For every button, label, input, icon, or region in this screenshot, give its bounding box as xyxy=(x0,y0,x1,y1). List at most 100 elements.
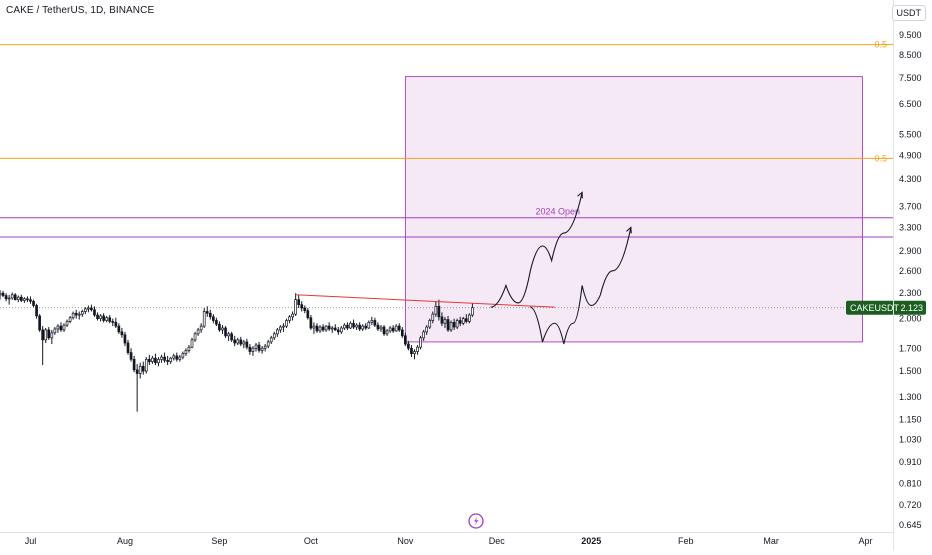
candle-body[interactable] xyxy=(361,325,365,330)
candle-body[interactable] xyxy=(425,326,429,333)
candle-body[interactable] xyxy=(394,325,398,332)
candle-body[interactable] xyxy=(407,343,410,349)
candle-body[interactable] xyxy=(111,321,115,323)
candle-body[interactable] xyxy=(1,292,5,296)
candle-body[interactable] xyxy=(56,325,60,330)
candle-body[interactable] xyxy=(160,356,163,360)
candle-body[interactable] xyxy=(154,357,157,364)
candle-body[interactable] xyxy=(26,298,29,301)
candle-body[interactable] xyxy=(10,294,14,299)
candle-body[interactable] xyxy=(294,299,297,315)
candle-body[interactable] xyxy=(7,297,11,300)
candle-body[interactable] xyxy=(306,310,310,319)
candle-body[interactable] xyxy=(385,330,389,335)
candle-body[interactable] xyxy=(157,358,160,364)
candle-body[interactable] xyxy=(205,311,209,314)
currency-label[interactable]: USDT xyxy=(891,5,926,21)
target-zone-box[interactable] xyxy=(404,76,863,343)
candle-body[interactable] xyxy=(166,360,169,362)
candle-body[interactable] xyxy=(38,315,41,331)
candle-body[interactable] xyxy=(343,324,346,329)
candle-body[interactable] xyxy=(376,324,380,330)
candle-body[interactable] xyxy=(215,320,218,325)
candle-body[interactable] xyxy=(65,321,69,326)
candle-body[interactable] xyxy=(333,327,337,331)
candle-body[interactable] xyxy=(181,353,185,358)
candle-body[interactable] xyxy=(190,339,194,348)
candle-body[interactable] xyxy=(135,369,139,374)
candle-body[interactable] xyxy=(340,327,343,333)
candle-body[interactable] xyxy=(123,334,127,344)
candle-body[interactable] xyxy=(367,321,371,329)
candle-body[interactable] xyxy=(87,307,90,310)
candle-body[interactable] xyxy=(4,295,8,300)
candle-body[interactable] xyxy=(102,315,105,321)
candle-body[interactable] xyxy=(251,347,255,352)
candle-body[interactable] xyxy=(422,331,425,339)
candle-body[interactable] xyxy=(410,347,413,355)
candle-body[interactable] xyxy=(388,327,392,332)
trendline[interactable] xyxy=(295,294,555,308)
candle-body[interactable] xyxy=(175,355,179,360)
candle-body[interactable] xyxy=(303,307,307,311)
candle-body[interactable] xyxy=(184,350,188,355)
candle-body[interactable] xyxy=(263,345,267,349)
candle-body[interactable] xyxy=(96,314,99,319)
candle-body[interactable] xyxy=(355,324,358,328)
candle-body[interactable] xyxy=(29,299,32,302)
projection-path[interactable] xyxy=(490,192,583,308)
candle-body[interactable] xyxy=(443,319,447,324)
candle-body[interactable] xyxy=(373,320,377,326)
candle-body[interactable] xyxy=(239,339,243,345)
candle-body[interactable] xyxy=(285,320,288,327)
candle-body[interactable] xyxy=(221,327,224,331)
candle-body[interactable] xyxy=(151,357,154,362)
candle-body[interactable] xyxy=(236,339,240,344)
candle-body[interactable] xyxy=(248,346,252,352)
candle-body[interactable] xyxy=(23,298,26,301)
candle-body[interactable] xyxy=(309,317,313,329)
candle-body[interactable] xyxy=(16,296,20,300)
candle-body[interactable] xyxy=(224,327,227,337)
candle-body[interactable] xyxy=(47,329,51,339)
candle-body[interactable] xyxy=(352,322,355,328)
projection-path[interactable] xyxy=(530,227,632,345)
candle-body[interactable] xyxy=(437,305,441,318)
candle-body[interactable] xyxy=(346,324,349,329)
candle-body[interactable] xyxy=(382,326,386,335)
candle-body[interactable] xyxy=(196,329,200,335)
candle-body[interactable] xyxy=(449,321,453,331)
candle-body[interactable] xyxy=(132,358,136,371)
candle-body[interactable] xyxy=(245,341,249,348)
candle-body[interactable] xyxy=(321,326,325,331)
candle-body[interactable] xyxy=(400,329,404,337)
candle-body[interactable] xyxy=(254,344,258,349)
candle-body[interactable] xyxy=(230,333,233,341)
candle-body[interactable] xyxy=(446,319,450,331)
candle-body[interactable] xyxy=(172,355,176,359)
candle-body[interactable] xyxy=(312,325,316,329)
candle-body[interactable] xyxy=(90,307,93,311)
candle-body[interactable] xyxy=(370,320,374,323)
candle-body[interactable] xyxy=(44,329,48,341)
candle-body[interactable] xyxy=(83,308,87,312)
candle-body[interactable] xyxy=(35,305,38,317)
candle-body[interactable] xyxy=(336,329,340,333)
candle-body[interactable] xyxy=(120,331,124,336)
candle-body[interactable] xyxy=(461,318,465,324)
candle-body[interactable] xyxy=(148,358,151,362)
candle-body[interactable] xyxy=(324,325,328,331)
candle-body[interactable] xyxy=(266,341,270,347)
candle-body[interactable] xyxy=(126,342,130,353)
candle-body[interactable] xyxy=(208,312,212,318)
candle-body[interactable] xyxy=(202,311,206,327)
candle-body[interactable] xyxy=(141,365,145,372)
candle-body[interactable] xyxy=(282,325,285,328)
candle-body[interactable] xyxy=(212,316,215,321)
candle-body[interactable] xyxy=(163,356,166,361)
candle-body[interactable] xyxy=(169,357,173,362)
candle-body[interactable] xyxy=(404,335,407,345)
candle-body[interactable] xyxy=(358,324,361,330)
candle-body[interactable] xyxy=(218,323,221,331)
